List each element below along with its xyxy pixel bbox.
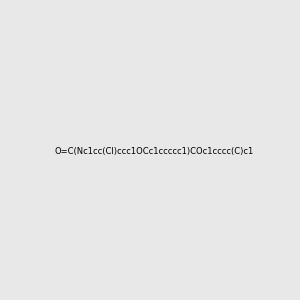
Text: O=C(Nc1cc(Cl)ccc1OCc1ccccc1)COc1cccc(C)c1: O=C(Nc1cc(Cl)ccc1OCc1ccccc1)COc1cccc(C)c… <box>54 147 254 156</box>
